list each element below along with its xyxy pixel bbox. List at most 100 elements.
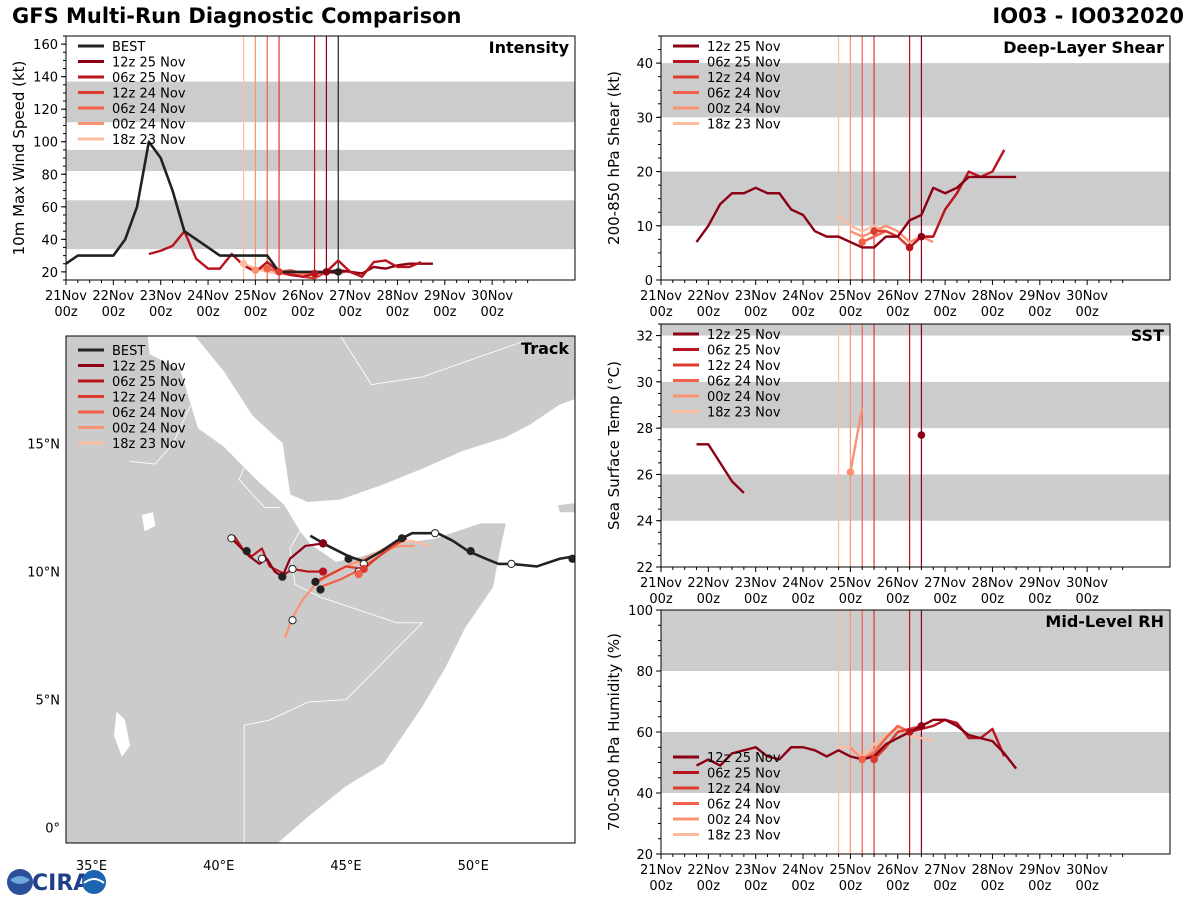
intensity-ytick-label: 20 — [41, 266, 58, 281]
track-point-best — [316, 585, 325, 594]
shear-xtick-day: 24Nov — [782, 289, 824, 304]
shear-ytick-label: 10 — [636, 220, 653, 235]
shear-xtick-hour: 00z — [886, 305, 910, 320]
track-legend-label: 18z 23 Nov — [112, 437, 186, 452]
intensity-line-12z-25-nov — [326, 262, 433, 275]
track-point-best — [359, 559, 368, 568]
rh-xtick-hour: 00z — [981, 879, 1005, 894]
intensity-marker-06z-24-nov — [263, 264, 272, 273]
intensity-legend-label: 06z 25 Nov — [112, 71, 186, 86]
track-point-best — [354, 567, 363, 576]
sst-ytick-label: 24 — [636, 515, 653, 530]
sst-xtick-hour: 00z — [1028, 592, 1052, 607]
border-djibouti — [238, 456, 280, 509]
shear-xtick-day: 23Nov — [735, 289, 777, 304]
intensity-xtick-day: 27Nov — [329, 289, 371, 304]
track-point-12z-24-nov — [359, 564, 368, 574]
globe-icon-right — [82, 870, 106, 894]
rh-line-00z-24-nov — [849, 725, 899, 761]
track-legend-label: 06z 25 Nov — [112, 375, 186, 390]
shear-panel: 01020304021Nov00z22Nov00z23Nov00z24Nov00… — [605, 35, 1171, 320]
shear-xtick-day: 21Nov — [640, 289, 682, 304]
track-point-best — [568, 554, 575, 563]
track-point-06z-24-nov — [354, 570, 363, 579]
shear-line-12z-25-nov — [695, 175, 1017, 249]
intensity-band-1 — [66, 149, 575, 172]
track-point-best — [278, 572, 287, 581]
rh-title: Mid-Level RH — [1045, 612, 1164, 631]
sst-xtick-hour: 00z — [697, 592, 721, 607]
intensity-band-2 — [66, 81, 575, 123]
rh-line-12z-25-nov — [695, 718, 1018, 770]
track-legend-label: 12z 25 Nov — [112, 360, 186, 375]
shear-xtick-day: 26Nov — [877, 289, 919, 304]
intensity-ylabel: 10m Max Wind Speed (kt) — [10, 61, 28, 256]
sst-xtick-hour: 00z — [933, 592, 957, 607]
intensity-xtick-hour: 00z — [54, 305, 78, 320]
shear-xtick-hour: 00z — [839, 305, 863, 320]
intensity-xtick-day: 21Nov — [45, 289, 87, 304]
track-point-best — [227, 534, 236, 543]
sst-xtick-day: 21Nov — [640, 576, 682, 591]
intensity-xtick-hour: 00z — [244, 305, 268, 320]
sst-xtick-hour: 00z — [839, 592, 863, 607]
track-line-12z-25-nov — [230, 537, 324, 578]
rh-xtick-hour: 00z — [744, 879, 768, 894]
intensity-xtick-day: 30Nov — [471, 289, 513, 304]
africa-land — [66, 336, 507, 843]
rh-xtick-day: 28Nov — [971, 863, 1013, 878]
shear-xtick-day: 29Nov — [1019, 289, 1061, 304]
rh-marker-12z-24-nov — [870, 755, 878, 764]
border-yemen — [340, 336, 525, 386]
sea — [66, 336, 575, 843]
rh-marker-06z-25-nov — [905, 728, 914, 736]
intensity-xtick-day: 26Nov — [282, 289, 324, 304]
intensity-xtick-hour: 00z — [291, 305, 315, 320]
track-point-best — [397, 534, 407, 543]
sst-legend-label: 18z 23 Nov — [707, 406, 781, 421]
intensity-line-12z-24-nov — [278, 269, 351, 280]
border-eritrea — [129, 404, 192, 465]
intensity-xtick-hour: 00z — [196, 305, 220, 320]
shear-xtick-day: 28Nov — [971, 289, 1013, 304]
rh-xtick-day: 26Nov — [877, 863, 919, 878]
shear-xtick-day: 22Nov — [687, 289, 729, 304]
intensity-line-06z-24-nov — [266, 267, 315, 277]
intensity-panel: 2040608010012014016021Nov00z22Nov00z23No… — [10, 35, 576, 320]
track-line-06z-25-nov — [233, 535, 324, 576]
rh-xtick-day: 25Nov — [829, 863, 871, 878]
track-lat-label: 15°N — [27, 438, 60, 453]
track-point-06z-25-nov — [318, 567, 328, 576]
sst-ytick-label: 22 — [636, 561, 653, 576]
sst-xtick-hour: 00z — [981, 592, 1005, 607]
sst-xtick-hour: 00z — [744, 592, 768, 607]
intensity-line-best — [66, 140, 339, 274]
sst-title: SST — [1131, 326, 1164, 345]
intensity-legend-label: 06z 24 Nov — [112, 102, 186, 117]
track-title: Track — [521, 339, 569, 358]
sst-xtick-day: 27Nov — [924, 576, 966, 591]
sst-band-0 — [661, 474, 1170, 521]
sst-xtick-hour: 00z — [886, 592, 910, 607]
rh-xtick-hour: 00z — [839, 879, 863, 894]
intensity-line-18z-23-nov — [243, 262, 292, 277]
intensity-ytick-label: 120 — [33, 103, 58, 118]
intensity-xtick-hour: 00z — [480, 305, 504, 320]
sst-ytick-label: 30 — [636, 376, 653, 391]
intensity-plot-area — [66, 36, 575, 280]
shear-ytick-label: 30 — [636, 111, 653, 126]
intensity-legend-label: 00z 24 Nov — [112, 118, 186, 133]
sst-legend-label: 06z 24 Nov — [707, 375, 781, 390]
intensity-xtick-hour: 00z — [149, 305, 173, 320]
track-point-best — [311, 577, 320, 586]
shear-line-12z-24-nov — [874, 229, 934, 249]
rh-legend-label: 18z 23 Nov — [707, 829, 781, 844]
rh-xtick-hour: 00z — [1075, 879, 1099, 894]
sst-band-2 — [661, 324, 1170, 336]
intensity-title: Intensity — [489, 38, 570, 57]
border-somalia — [243, 530, 424, 843]
intensity-xtick-day: 23Nov — [140, 289, 182, 304]
track-legend-label: 06z 24 Nov — [112, 406, 186, 421]
sst-line-12z-25-nov — [696, 443, 745, 494]
